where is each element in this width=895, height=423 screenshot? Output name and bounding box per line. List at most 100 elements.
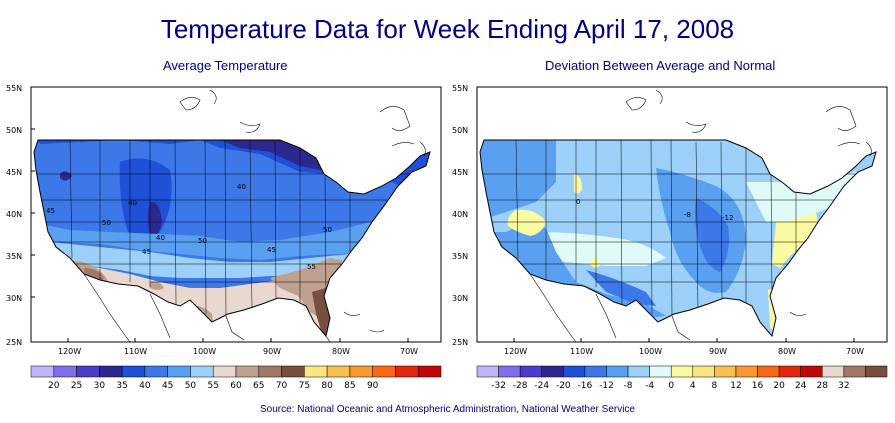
legend-tick-label: 60: [230, 381, 242, 391]
legend-swatch: [778, 365, 801, 378]
legend-tick-label: 70: [276, 381, 288, 391]
legend-swatch: [714, 365, 737, 378]
legend-swatch: [649, 365, 672, 378]
lon-label: 100W: [639, 347, 662, 356]
contour-label: 40: [237, 183, 246, 191]
lon-label: 110W: [124, 347, 147, 356]
lon-label: 120W: [58, 347, 81, 356]
lat-label: 35N: [452, 252, 468, 261]
legend-tick-label: 24: [795, 381, 807, 391]
legend-tick-label: 85: [344, 381, 355, 391]
left-color-legend: 20 25 30 35 40 45 50 55 60 65 70 75 80 85 90: [30, 365, 442, 391]
legend-swatch: [692, 365, 715, 378]
temperature-deviation-map: 55N 50N 45N 40N 35N 30N 25N 120W 110W 10…: [446, 82, 892, 392]
lat-label: 45N: [6, 168, 22, 177]
legend-tick-label: -28: [513, 381, 528, 391]
contour-label: 50: [323, 226, 332, 234]
contour-label: 50: [198, 237, 207, 245]
contour-label: 40: [156, 234, 165, 242]
legend-swatch: [53, 365, 77, 378]
legend-swatch: [144, 365, 168, 378]
lat-label: 45N: [452, 168, 468, 177]
lon-label: 70W: [846, 347, 864, 356]
legend-tick-label: 55: [207, 381, 218, 391]
legend-tick-label: 45: [162, 381, 173, 391]
legend-swatch: [372, 365, 396, 378]
legend-swatch: [476, 365, 499, 378]
legend-swatch: [99, 365, 123, 378]
legend-tick-label: 90: [367, 381, 379, 391]
legend-tick-label: 12: [730, 381, 741, 391]
legend-tick-label: 65: [253, 381, 264, 391]
contour-label: 0: [576, 198, 580, 206]
lat-label: 40N: [6, 210, 22, 219]
lat-label: 50N: [6, 126, 22, 135]
legend-swatch: [76, 365, 100, 378]
lat-label: 25N: [6, 338, 22, 347]
legend-swatch: [865, 365, 888, 378]
legend-tick-label: 4: [690, 381, 696, 391]
contour-label: 45: [46, 207, 55, 215]
legend-tick-label: -32: [491, 381, 506, 391]
legend-tick-label: 20: [773, 381, 785, 391]
lon-label: 100W: [193, 347, 216, 356]
legend-swatch: [235, 365, 260, 378]
legend-tick-label: 50: [185, 381, 197, 391]
legend-tick-label: 75: [299, 381, 310, 391]
lat-label: 55N: [6, 84, 22, 93]
legend-tick-label: 20: [48, 381, 60, 391]
lon-label: 120W: [504, 347, 527, 356]
lat-label: 55N: [452, 84, 468, 93]
legend-swatch: [541, 365, 564, 378]
legend-tick-label: -24: [534, 381, 549, 391]
lon-label: 80W: [778, 347, 796, 356]
legend-tick-label: -8: [624, 381, 633, 391]
legend-swatch: [800, 365, 823, 378]
right-color-legend: -32 -28 -24 -20 -16 -12 -8 -4 0 4 8 12 16 20 24 28 32: [476, 365, 888, 391]
lat-label: 50N: [452, 126, 468, 135]
legend-swatch: [212, 365, 237, 378]
lon-label: 90W: [263, 347, 281, 356]
legend-tick-label: 25: [71, 381, 82, 391]
lon-label: 70W: [400, 347, 418, 356]
legend-swatch: [395, 365, 419, 378]
lon-label: 90W: [709, 347, 727, 356]
legend-swatch: [584, 365, 607, 378]
legend-swatch: [843, 365, 866, 378]
legend-tick-label: -4: [645, 381, 654, 391]
legend-tick-label: 8: [712, 381, 718, 391]
legend-swatch: [606, 365, 629, 378]
lat-label: 40N: [452, 210, 468, 219]
legend-swatch: [670, 365, 694, 378]
lat-label: 25N: [452, 338, 468, 347]
legend-tick-label: 32: [838, 381, 849, 391]
source-note: Source: National Oceanic and Atmospheric…: [259, 404, 635, 415]
legend-tick-label: 30: [94, 381, 106, 391]
contour-label: 55: [307, 263, 316, 271]
legend-swatch: [304, 365, 328, 378]
legend-tick-label: 40: [139, 381, 151, 391]
legend-swatch: [519, 365, 542, 378]
legend-swatch: [349, 365, 373, 378]
legend-tick-label: 80: [321, 381, 333, 391]
legend-swatch: [326, 365, 351, 378]
left-lon-axis: 120W 110W 100W 90W 80W 70W: [58, 338, 418, 356]
legend-swatch: [121, 365, 146, 378]
legend-swatch: [281, 365, 305, 378]
legend-tick-label: 0: [668, 381, 674, 391]
right-map-subtitle: Deviation Between Average and Normal: [545, 58, 776, 73]
right-lon-axis: 120W 110W 100W 90W 80W 70W: [504, 338, 864, 356]
page-title: Temperature Data for Week Ending April 1…: [160, 14, 735, 44]
contour-label: 45: [142, 248, 151, 256]
contour-label: -12: [722, 214, 733, 222]
legend-tick-label: 28: [817, 381, 829, 391]
legend-swatch: [498, 365, 521, 378]
legend-swatch: [757, 365, 780, 378]
legend-swatch: [417, 365, 442, 378]
legend-swatch: [190, 365, 214, 378]
contour-label: 45: [267, 246, 276, 254]
legend-tick-label: -16: [578, 381, 593, 391]
lat-label: 30N: [452, 294, 468, 303]
legend-tick-label: 16: [752, 381, 764, 391]
legend-swatch: [822, 365, 845, 378]
